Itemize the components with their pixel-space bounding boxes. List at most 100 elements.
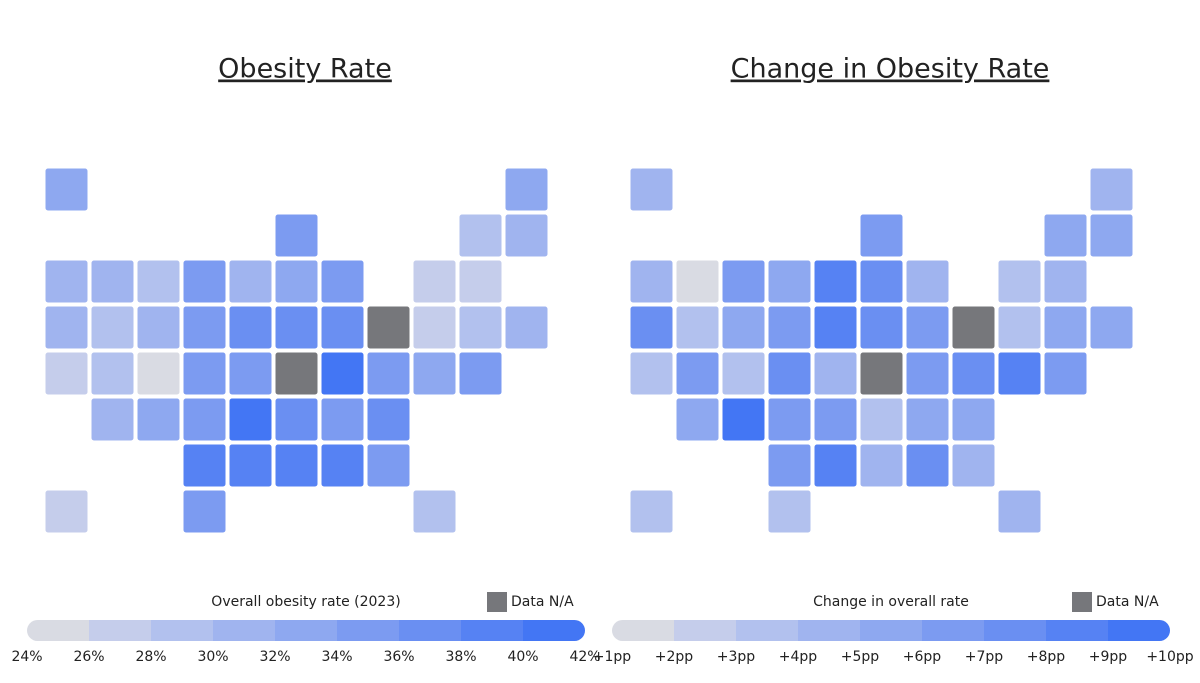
state: [182, 489, 227, 534]
state: [997, 489, 1042, 534]
state: [813, 351, 858, 396]
state: [629, 489, 674, 534]
legend-tick-label: +6pp: [903, 649, 942, 665]
state: [1043, 305, 1088, 350]
legend-tick-label: +3pp: [717, 649, 756, 665]
state: [228, 259, 273, 304]
state: [274, 259, 319, 304]
state: [90, 259, 135, 304]
legend-swatch: [1108, 620, 1170, 641]
state: [905, 351, 950, 396]
legend-title: Overall obesity rate (2023): [211, 594, 400, 610]
legend-tick-label: 40%: [507, 649, 538, 665]
state: [859, 213, 904, 258]
state: [136, 259, 181, 304]
legend-swatch: [27, 620, 90, 641]
state: [675, 397, 720, 442]
state: [504, 213, 549, 258]
state: [90, 397, 135, 442]
state: [504, 305, 549, 350]
state: [136, 305, 181, 350]
state: [44, 305, 89, 350]
state: [228, 305, 273, 350]
state: [1089, 305, 1134, 350]
state: [320, 443, 365, 488]
state: [412, 351, 457, 396]
legend-tick-label: 30%: [197, 649, 228, 665]
state: [629, 305, 674, 350]
state: [366, 443, 411, 488]
state: [629, 351, 674, 396]
state: [182, 351, 227, 396]
state: [721, 397, 766, 442]
state: [767, 443, 812, 488]
state: [458, 213, 503, 258]
state: [951, 443, 996, 488]
state: [721, 259, 766, 304]
state: [997, 305, 1042, 350]
legend-swatch: [399, 620, 462, 641]
state: [320, 397, 365, 442]
state: [629, 167, 674, 212]
state: [813, 443, 858, 488]
state: [274, 443, 319, 488]
legend-swatch: [984, 620, 1047, 641]
state: [675, 259, 720, 304]
state: [859, 351, 904, 396]
na-label: Data N/A: [511, 594, 574, 610]
legend-title: Change in overall rate: [813, 594, 969, 610]
legend-swatch: [151, 620, 214, 641]
state: [951, 305, 996, 350]
state: [905, 443, 950, 488]
state: [813, 397, 858, 442]
state: [905, 259, 950, 304]
state: [951, 397, 996, 442]
state: [44, 351, 89, 396]
legend-swatch: [213, 620, 276, 641]
legend-tick-label: +1pp: [593, 649, 632, 665]
legend-tick-label: +5pp: [841, 649, 880, 665]
state: [412, 259, 457, 304]
legend-tick-label: +7pp: [965, 649, 1004, 665]
state: [136, 351, 181, 396]
state: [859, 397, 904, 442]
state: [228, 443, 273, 488]
state: [44, 167, 89, 212]
state: [813, 259, 858, 304]
state: [1089, 167, 1134, 212]
na-swatch: [487, 592, 507, 612]
state: [182, 397, 227, 442]
legend-swatch: [275, 620, 338, 641]
state: [228, 397, 273, 442]
state: [951, 351, 996, 396]
state: [366, 351, 411, 396]
state: [90, 351, 135, 396]
state: [767, 397, 812, 442]
legend-tick-label: 26%: [73, 649, 104, 665]
state: [182, 305, 227, 350]
state: [412, 489, 457, 534]
state: [458, 305, 503, 350]
legend-swatch: [922, 620, 985, 641]
state: [366, 397, 411, 442]
state: [859, 443, 904, 488]
legend-swatch: [798, 620, 861, 641]
legend-tick-label: 34%: [321, 649, 352, 665]
legend-tick-label: 42%: [569, 649, 600, 665]
legend-tick-label: 38%: [445, 649, 476, 665]
state: [859, 259, 904, 304]
legend-swatch: [1046, 620, 1109, 641]
state: [412, 305, 457, 350]
state: [905, 397, 950, 442]
state: [182, 443, 227, 488]
state: [1043, 259, 1088, 304]
state: [1043, 213, 1088, 258]
state: [767, 489, 812, 534]
state: [458, 351, 503, 396]
state: [90, 305, 135, 350]
state: [813, 305, 858, 350]
state: [997, 351, 1042, 396]
legend-swatch: [523, 620, 585, 641]
